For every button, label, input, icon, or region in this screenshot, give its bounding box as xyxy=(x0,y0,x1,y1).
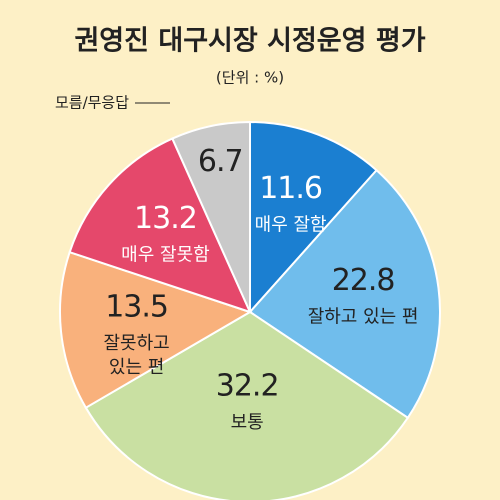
pie-slice xyxy=(68,137,252,314)
slice-label: 잘하고 있는 편 xyxy=(308,307,419,328)
value-label: 13.2 xyxy=(134,201,197,236)
slice-label: 잘못하고 있는 편 xyxy=(103,333,169,378)
value-label: 32.2 xyxy=(216,369,279,404)
outside-label: 모름/무응답 xyxy=(55,94,129,112)
value-label: 6.7 xyxy=(198,144,243,179)
pie-slice xyxy=(84,310,410,500)
pie-slice xyxy=(248,168,441,420)
slice-label: 매우 잘함 xyxy=(255,214,327,235)
value-label: 22.8 xyxy=(332,263,395,298)
chart-title: 권영진 대구시장 시정운영 평가 xyxy=(74,26,425,57)
value-label: 13.5 xyxy=(105,289,168,324)
chart-subtitle: (단위 : %) xyxy=(216,69,284,87)
pie-slice xyxy=(249,120,378,315)
slice-label: 보통 xyxy=(231,412,264,433)
pie-slice xyxy=(171,120,251,313)
slice-label: 매우 잘못함 xyxy=(121,245,210,266)
value-label: 11.6 xyxy=(259,171,322,206)
pie-slice xyxy=(59,250,253,410)
